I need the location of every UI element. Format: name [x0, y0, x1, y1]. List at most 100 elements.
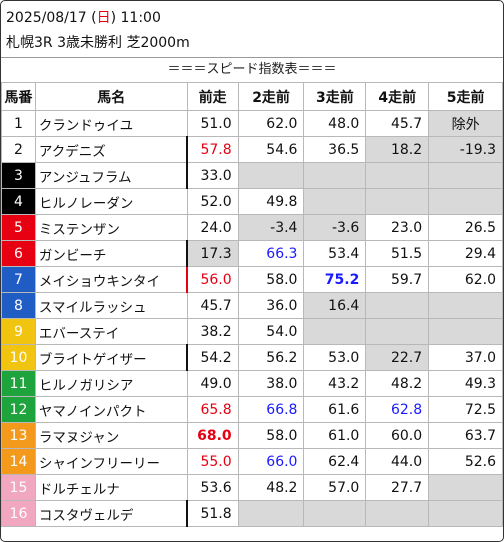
empty-cell [365, 188, 430, 215]
speed-index-value: 62.8 [365, 396, 430, 423]
speed-index-value: 49.8 [237, 188, 305, 215]
speed-index-value: 53.6 [186, 474, 239, 501]
speed-index-value: 45.7 [365, 110, 430, 137]
speed-index-value: 17.3 [186, 240, 239, 267]
horse-number: 9 [1, 318, 36, 345]
table-row: 1 クランドゥイユ 51.0 62.0 48.0 45.7 除外 [1, 110, 503, 137]
speed-index-value: 36.5 [303, 136, 367, 163]
empty-cell [237, 162, 305, 189]
col-header-prev4: 4走前 [365, 82, 430, 111]
speed-index-value: 48.2 [365, 370, 430, 397]
table-row: 11 ヒルノガリシア 49.0 38.0 43.2 48.2 49.3 [1, 370, 503, 397]
speed-index-value: 59.7 [365, 266, 430, 293]
horse-number: 12 [1, 396, 36, 423]
horse-name: ヒルノレーダン [34, 188, 188, 215]
speed-index-value: 66.3 [237, 240, 305, 267]
speed-index-value: 65.8 [186, 396, 239, 423]
date-text: 2025/08/17 ( [6, 10, 97, 26]
race-datetime: 2025/08/17 (日) 11:00 [6, 7, 161, 27]
horse-number: 14 [1, 448, 36, 475]
speed-index-value: 18.2 [365, 136, 430, 163]
speed-index-value: 43.2 [303, 370, 367, 397]
speed-index-value: 除外 [428, 110, 503, 137]
col-header-name: 馬名 [34, 82, 188, 111]
speed-index-value: 53.4 [303, 240, 367, 267]
col-header-prev5: 5走前 [428, 82, 503, 111]
speed-index-value: 51.0 [186, 110, 239, 137]
table-row: 15 ドルチェルナ 53.6 48.2 57.0 27.7 [1, 474, 503, 501]
horse-name: アクデニズ [34, 136, 189, 163]
col-header-prev1: 前走 [186, 82, 239, 111]
speed-index-value: 44.0 [365, 448, 430, 475]
table-row: 4 ヒルノレーダン 52.0 49.8 [1, 188, 503, 215]
speed-index-value: 37.0 [428, 344, 503, 371]
speed-index-value: 61.0 [303, 422, 367, 449]
empty-cell [428, 188, 503, 215]
speed-index-table: 馬番 馬名 前走 2走前 3走前 4走前 5走前 1 クランドゥイユ 51.0 62.… [1, 82, 503, 527]
table-row: 8 スマイルラッシュ 45.7 36.0 16.4 [1, 292, 503, 319]
empty-cell [303, 162, 367, 189]
speed-index-value: 49.3 [428, 370, 503, 397]
speed-index-value: 22.7 [365, 344, 430, 371]
horse-name: ミステンザン [34, 214, 188, 241]
empty-cell [303, 188, 367, 215]
speed-index-value: -19.3 [428, 136, 503, 163]
horse-number: 10 [1, 344, 36, 371]
horse-name: ヤマノインパクト [34, 396, 188, 423]
horse-number: 13 [1, 422, 36, 449]
speed-index-value: 57.0 [303, 474, 367, 501]
horse-number: 15 [1, 474, 36, 501]
empty-cell [365, 162, 430, 189]
speed-index-value: 27.7 [365, 474, 430, 501]
col-header-prev3: 3走前 [303, 82, 367, 111]
horse-number: 2 [1, 136, 36, 163]
empty-cell [365, 318, 430, 345]
speed-index-value: 57.8 [186, 136, 239, 163]
speed-index-value: 58.0 [237, 266, 305, 293]
empty-cell [428, 292, 503, 319]
speed-index-value: 52.6 [428, 448, 503, 475]
speed-index-value: 62.4 [303, 448, 367, 475]
table-row: 2 アクデニズ 57.8 54.6 36.5 18.2 -19.3 [1, 136, 503, 163]
speed-index-value: 62.0 [237, 110, 305, 137]
table-row: 14 シャインフリーリー 55.0 66.0 62.4 44.0 52.6 [1, 448, 503, 475]
speed-index-value: 75.2 [303, 266, 367, 293]
horse-number: 16 [1, 500, 36, 527]
horse-number: 7 [1, 266, 36, 293]
speed-index-value: 48.2 [237, 474, 305, 501]
speed-index-value: 54.6 [237, 136, 305, 163]
horse-number: 11 [1, 370, 36, 397]
horse-name: アンジュフラム [34, 162, 189, 189]
speed-index-value: 51.8 [186, 500, 239, 527]
horse-name: エバーステイ [34, 318, 188, 345]
horse-name: スマイルラッシュ [34, 292, 188, 319]
empty-cell [428, 474, 503, 501]
empty-cell [428, 318, 503, 345]
speed-index-value: 26.5 [428, 214, 503, 241]
speed-index-value: -3.4 [237, 214, 305, 241]
empty-cell [428, 500, 503, 527]
speed-index-value: 58.0 [237, 422, 305, 449]
table-row: 3 アンジュフラム 33.0 [1, 162, 503, 189]
col-header-umaban: 馬番 [1, 82, 36, 111]
speed-index-value: 53.0 [303, 344, 367, 371]
table-banner: ＝＝＝スピード指数表＝＝＝ [1, 57, 503, 83]
horse-name: ラマヌジャン [34, 422, 188, 449]
speed-index-value: 61.6 [303, 396, 367, 423]
empty-cell [303, 318, 367, 345]
empty-cell [365, 292, 430, 319]
race-info: 札幌3R 3歳未勝利 芝2000m [6, 35, 190, 51]
speed-index-value: 51.5 [365, 240, 430, 267]
speed-index-value: 66.0 [237, 448, 305, 475]
horse-number: 1 [1, 110, 36, 137]
table-row: 9 エバーステイ 38.2 54.0 [1, 318, 503, 345]
speed-index-value: 48.0 [303, 110, 367, 137]
horse-name: ドルチェルナ [34, 474, 188, 501]
table-header-row: 馬番 馬名 前走 2走前 3走前 4走前 5走前 [1, 82, 503, 111]
speed-index-value: 63.7 [428, 422, 503, 449]
speed-index-value: 72.5 [428, 396, 503, 423]
table-row: 5 ミステンザン 24.0 -3.4 -3.6 23.0 26.5 [1, 214, 503, 241]
time-text: ) 11:00 [110, 10, 161, 26]
table-row: 7 メイショウキンタイ 56.0 58.0 75.2 59.7 62.0 [1, 266, 503, 293]
horse-number: 5 [1, 214, 36, 241]
